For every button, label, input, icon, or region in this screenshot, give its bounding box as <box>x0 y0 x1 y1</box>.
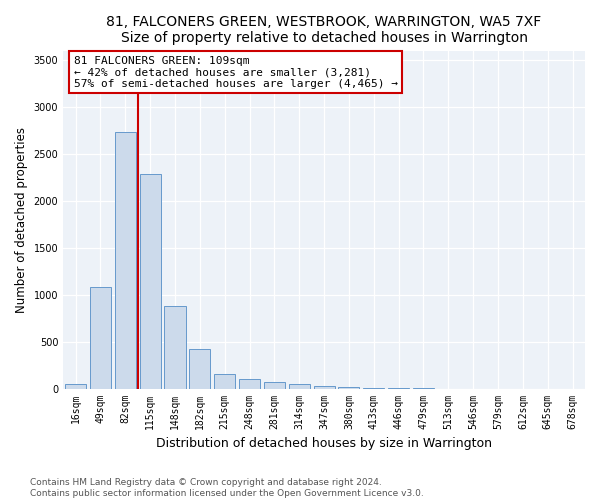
Title: 81, FALCONERS GREEN, WESTBROOK, WARRINGTON, WA5 7XF
Size of property relative to: 81, FALCONERS GREEN, WESTBROOK, WARRINGT… <box>106 15 542 45</box>
Bar <box>115 132 136 388</box>
X-axis label: Distribution of detached houses by size in Warrington: Distribution of detached houses by size … <box>156 437 492 450</box>
Bar <box>164 306 185 388</box>
Bar <box>214 374 235 388</box>
Bar <box>140 174 161 388</box>
Bar <box>189 349 211 389</box>
Bar <box>289 384 310 388</box>
Y-axis label: Number of detached properties: Number of detached properties <box>15 126 28 312</box>
Text: 81 FALCONERS GREEN: 109sqm
← 42% of detached houses are smaller (3,281)
57% of s: 81 FALCONERS GREEN: 109sqm ← 42% of deta… <box>74 56 398 89</box>
Bar <box>314 386 335 388</box>
Bar <box>338 387 359 388</box>
Bar <box>65 384 86 388</box>
Bar <box>90 287 111 388</box>
Bar <box>239 379 260 388</box>
Text: Contains HM Land Registry data © Crown copyright and database right 2024.
Contai: Contains HM Land Registry data © Crown c… <box>30 478 424 498</box>
Bar <box>264 382 285 388</box>
